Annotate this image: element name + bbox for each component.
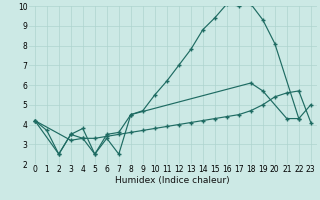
X-axis label: Humidex (Indice chaleur): Humidex (Indice chaleur): [116, 176, 230, 185]
